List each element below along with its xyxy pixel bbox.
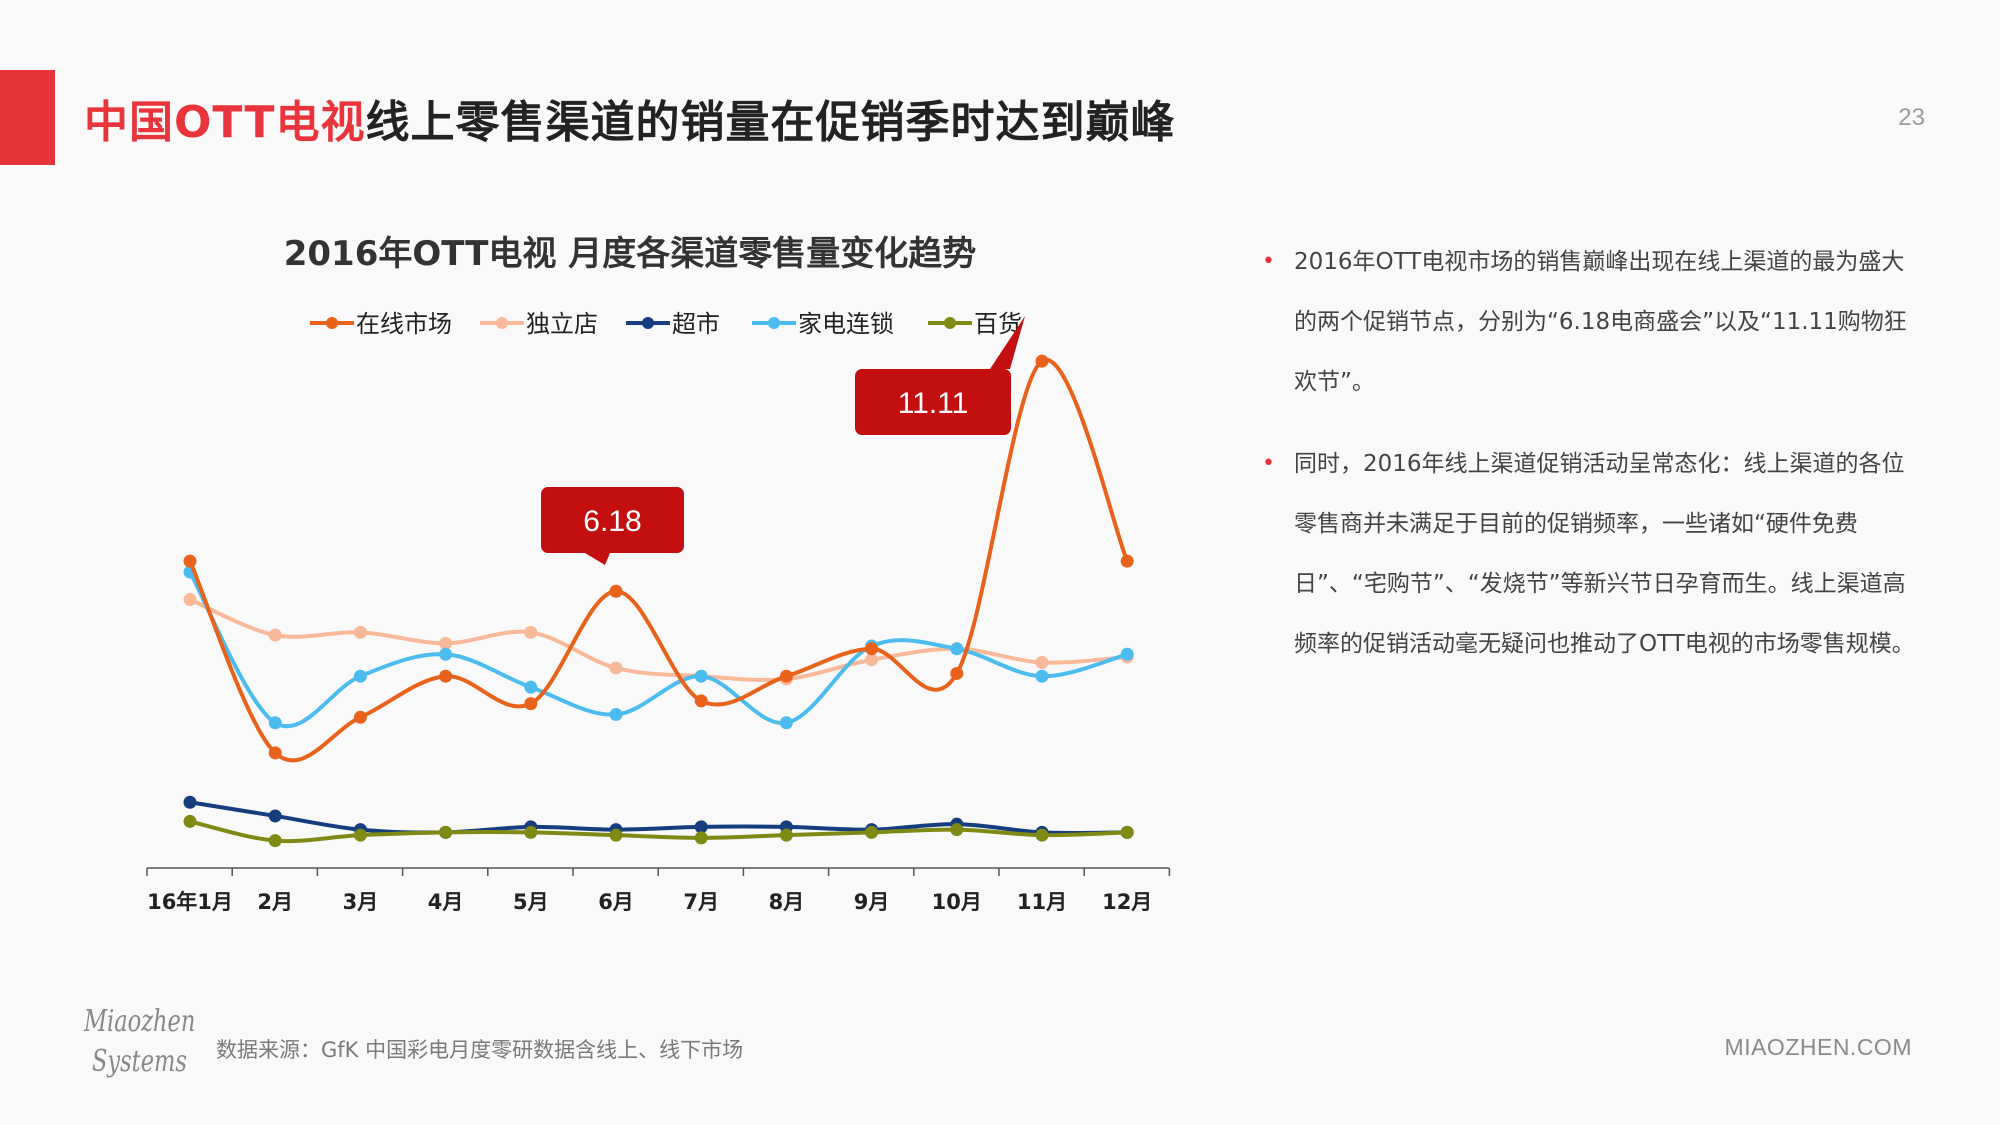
data-point-0 bbox=[439, 669, 453, 683]
data-point-3 bbox=[1035, 669, 1049, 683]
data-point-0 bbox=[865, 642, 879, 656]
data-point-3 bbox=[524, 680, 538, 694]
chart-container: 2016年OTT电视 月度各渠道零售量变化趋势 在线市场 独立店 超市 家电连锁 百货 16… bbox=[146, 234, 1171, 914]
series-line-3 bbox=[188, 571, 1128, 729]
data-point-1 bbox=[353, 625, 367, 639]
data-point-0 bbox=[1120, 554, 1134, 568]
legend-marker-2 bbox=[642, 317, 654, 329]
bullet-dot-icon: • bbox=[1262, 451, 1275, 476]
data-point-3 bbox=[439, 647, 453, 661]
legend-label-0: 在线市场 bbox=[356, 310, 452, 338]
series-line-0 bbox=[188, 357, 1130, 763]
x-tick-label: 12月 bbox=[1102, 890, 1152, 914]
data-point-1 bbox=[1035, 656, 1049, 669]
data-point-4 bbox=[609, 828, 623, 842]
x-tick-label: 16年1月 bbox=[147, 890, 233, 914]
data-point-4 bbox=[694, 831, 708, 845]
legend-label-3: 家电连锁 bbox=[798, 310, 894, 338]
x-tick-label: 4月 bbox=[428, 890, 464, 914]
data-point-0 bbox=[524, 697, 538, 711]
legend-marker-1 bbox=[496, 317, 508, 329]
x-tick-label: 2月 bbox=[257, 890, 293, 914]
data-point-3 bbox=[950, 642, 964, 656]
chart-title: 2016年OTT电视 月度各渠道零售量变化趋势 bbox=[284, 234, 977, 274]
bullet-dot-icon: • bbox=[1262, 249, 1275, 274]
title-accent-bar bbox=[0, 70, 55, 165]
data-point-3 bbox=[694, 669, 708, 683]
data-point-1 bbox=[865, 653, 879, 667]
x-tick-label: 9月 bbox=[854, 890, 890, 914]
x-tick-label: 8月 bbox=[769, 890, 805, 914]
data-point-0 bbox=[183, 554, 197, 568]
data-point-3 bbox=[779, 716, 793, 730]
data-point-4 bbox=[950, 823, 964, 837]
x-tick-label: 11月 bbox=[1017, 890, 1067, 914]
x-tick-label: 3月 bbox=[343, 890, 379, 914]
data-point-4 bbox=[439, 825, 453, 839]
data-point-1 bbox=[524, 625, 538, 639]
page-title: 中国OTT电视线上零售渠道的销量在促销季时达到巅峰 bbox=[84, 86, 1175, 150]
data-point-4 bbox=[865, 825, 879, 839]
data-point-2 bbox=[183, 795, 197, 809]
data-point-3 bbox=[1120, 647, 1134, 661]
data-point-2 bbox=[268, 809, 282, 823]
data-point-4 bbox=[524, 825, 538, 839]
data-point-4 bbox=[779, 828, 793, 842]
x-tick-label: 6月 bbox=[598, 890, 634, 914]
bullet-item: • 同时，2016年线上渠道促销活动呈常态化：线上渠道的各位零售商并未满足于目前的… bbox=[1262, 434, 1922, 674]
title-highlight: 中国OTT电视 bbox=[84, 97, 366, 148]
bullet-list: • 2016年OTT电视市场的销售巅峰出现在线上渠道的最为盛大的两个促销节点，分别… bbox=[1262, 232, 1922, 696]
data-point-4 bbox=[268, 834, 282, 848]
x-tick-label: 10月 bbox=[932, 890, 982, 914]
callout-bubble-0 bbox=[541, 487, 684, 553]
data-point-1 bbox=[268, 628, 282, 642]
data-point-4 bbox=[183, 814, 197, 828]
data-point-0 bbox=[268, 746, 282, 760]
bullet-item: • 2016年OTT电视市场的销售巅峰出现在线上渠道的最为盛大的两个促销节点，分别… bbox=[1262, 232, 1922, 412]
data-point-4 bbox=[1035, 828, 1049, 842]
data-point-1 bbox=[609, 661, 623, 675]
callout-pointer-1 bbox=[990, 316, 1025, 369]
x-tick-label: 7月 bbox=[683, 890, 719, 914]
series-line-2 bbox=[189, 800, 1128, 835]
data-point-0 bbox=[1035, 354, 1049, 368]
logo-line-1: Miaozhen bbox=[84, 1004, 196, 1039]
callout-label-1: 11.11 bbox=[898, 387, 969, 420]
data-point-3 bbox=[268, 716, 282, 730]
legend-marker-4 bbox=[944, 317, 956, 329]
data-source-note: 数据来源：GfK 中国彩电月度零研数据含线上、线下市场 bbox=[216, 1038, 744, 1062]
data-point-0 bbox=[694, 694, 708, 708]
bullet-text: 2016年OTT电视市场的销售巅峰出现在线上渠道的最为盛大的两个促销节点，分别为… bbox=[1294, 249, 1907, 395]
data-point-0 bbox=[609, 584, 623, 598]
data-point-0 bbox=[950, 666, 964, 680]
callout-bubble-1 bbox=[855, 369, 1011, 435]
legend-marker-0 bbox=[326, 317, 338, 329]
data-point-3 bbox=[353, 669, 367, 683]
site-url: MIAOZHEN.COM bbox=[1724, 1034, 1912, 1060]
page-number: 23 bbox=[1898, 104, 1925, 131]
data-point-4 bbox=[353, 828, 367, 842]
callout-pointer-0 bbox=[585, 553, 610, 565]
legend-label-2: 超市 bbox=[672, 310, 720, 338]
data-point-3 bbox=[609, 708, 623, 722]
legend-marker-3 bbox=[768, 317, 780, 329]
callout-label-0: 6.18 bbox=[583, 505, 641, 538]
title-rest: 线上零售渠道的销量在促销季时达到巅峰 bbox=[365, 97, 1176, 148]
data-point-4 bbox=[1120, 825, 1134, 839]
data-point-0 bbox=[779, 669, 793, 683]
x-tick-label: 5月 bbox=[513, 890, 549, 914]
miaozhen-logo: Miaozhen Systems bbox=[84, 1004, 204, 1094]
data-point-0 bbox=[353, 710, 367, 724]
data-point-1 bbox=[439, 636, 453, 650]
bullet-text: 同时，2016年线上渠道促销活动呈常态化：线上渠道的各位零售商并未满足于目前的促… bbox=[1294, 451, 1915, 657]
logo-line-2: Systems bbox=[92, 1044, 187, 1079]
data-point-1 bbox=[183, 592, 197, 606]
legend-label-1: 独立店 bbox=[526, 310, 598, 338]
data-point-2 bbox=[694, 820, 708, 834]
series-line-4 bbox=[189, 819, 1128, 844]
